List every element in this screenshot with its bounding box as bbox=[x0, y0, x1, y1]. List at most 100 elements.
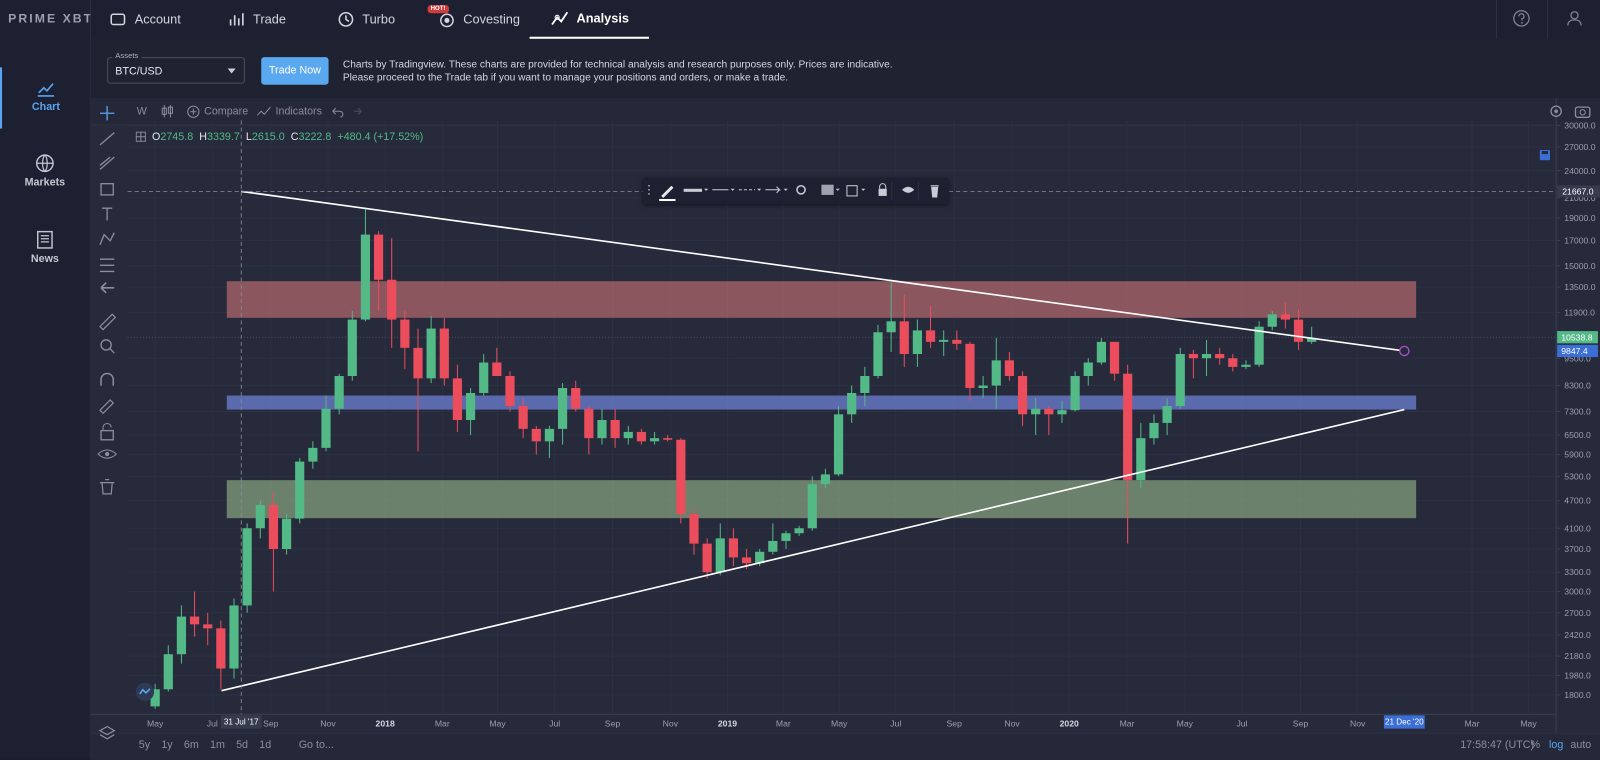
price-label: 9847.4 bbox=[1561, 346, 1588, 356]
candle-body bbox=[636, 431, 647, 442]
asset-select[interactable]: BTC/USD bbox=[107, 57, 245, 84]
range-button[interactable]: 5y bbox=[138, 738, 151, 752]
nav-covesting[interactable]: Covesting bbox=[439, 0, 520, 39]
x-tick-label: May bbox=[489, 719, 506, 729]
candle-body bbox=[1162, 406, 1172, 423]
candle-body bbox=[1149, 422, 1159, 439]
toolbar-right-icons[interactable] bbox=[1548, 103, 1593, 119]
side-label: Markets bbox=[24, 176, 66, 189]
legend-item: L2615.0 bbox=[246, 131, 285, 143]
candle-body bbox=[715, 538, 725, 573]
y-tick-label: 27000.0 bbox=[1564, 142, 1595, 152]
candle-body bbox=[479, 362, 489, 393]
price-label: 10538.8 bbox=[1561, 332, 1592, 342]
candle-body bbox=[833, 414, 844, 475]
cursor-date-box bbox=[1383, 715, 1425, 729]
drawing-toolbar-icons[interactable] bbox=[643, 178, 949, 205]
side-chart[interactable]: Chart bbox=[0, 67, 90, 129]
help-icon[interactable] bbox=[1512, 9, 1530, 27]
x-tick-label: Sep bbox=[1293, 719, 1309, 729]
log-toggle[interactable]: log bbox=[1548, 738, 1564, 752]
candle-body bbox=[347, 319, 357, 377]
percent-toggle[interactable]: % bbox=[1530, 738, 1541, 752]
interval[interactable]: W bbox=[136, 105, 147, 118]
x-tick-label: 2020 bbox=[1060, 719, 1079, 729]
candle-body bbox=[610, 420, 620, 439]
user-icon[interactable] bbox=[1565, 9, 1583, 27]
nav-label: Account bbox=[134, 12, 181, 27]
x-tick-label: Mar bbox=[1120, 719, 1135, 729]
chart-type-icon[interactable] bbox=[160, 104, 174, 118]
candle-body bbox=[400, 319, 410, 348]
candle-body bbox=[163, 654, 173, 690]
disclaimer: Charts by Tradingview. These charts are … bbox=[342, 59, 893, 84]
trend-line bbox=[241, 190, 1405, 352]
range-button[interactable]: 6m bbox=[183, 738, 199, 752]
compare-button[interactable]: Compare bbox=[187, 98, 248, 125]
candle-body bbox=[1293, 319, 1304, 342]
x-tick-label: 2019 bbox=[718, 719, 737, 729]
range-button[interactable]: 1d bbox=[259, 738, 272, 752]
legend-change: +480.4 (+17.52%) bbox=[337, 130, 424, 143]
legend-value: 3222.8 bbox=[298, 130, 332, 143]
side-markets[interactable]: Markets bbox=[0, 153, 90, 189]
candle-body bbox=[229, 605, 239, 669]
candle-body bbox=[755, 551, 765, 564]
y-tick-label: 8300.0 bbox=[1564, 381, 1591, 391]
hot-badge: HOT! bbox=[427, 5, 449, 14]
y-tick-label: 13500.0 bbox=[1564, 282, 1595, 292]
y-tick-label: 4100.0 bbox=[1564, 523, 1591, 533]
nav-turbo[interactable]: Turbo bbox=[338, 0, 395, 39]
cursor-date-label: 21 Dec '20 bbox=[1385, 717, 1424, 726]
y-tick-label: 19000.0 bbox=[1564, 213, 1595, 223]
price-label-box bbox=[1557, 344, 1598, 358]
candle-body bbox=[531, 428, 541, 442]
x-tick-label: Jul bbox=[890, 719, 901, 729]
candle-body bbox=[571, 387, 581, 409]
candle-body bbox=[505, 376, 515, 407]
candle-body bbox=[360, 234, 371, 320]
trade-now-button[interactable]: Trade Now bbox=[261, 57, 329, 85]
candle-body bbox=[1254, 326, 1264, 365]
y-tick-label: 3000.0 bbox=[1564, 587, 1591, 597]
indicators-button[interactable]: Indicators bbox=[257, 98, 322, 125]
candle-body bbox=[1201, 354, 1212, 359]
candle-body bbox=[1228, 358, 1238, 367]
nav-trade[interactable]: Trade bbox=[229, 0, 286, 39]
candle-body bbox=[781, 533, 791, 541]
candle-body bbox=[847, 392, 857, 415]
goto-button[interactable]: Go to... bbox=[298, 738, 334, 752]
logo: PRIME XBT bbox=[8, 11, 94, 26]
candle-body bbox=[1031, 408, 1041, 415]
side-news[interactable]: News bbox=[0, 230, 90, 265]
candle-body bbox=[1109, 341, 1120, 374]
range-button[interactable]: 1y bbox=[161, 738, 173, 752]
line-handle bbox=[1399, 345, 1410, 357]
drawing-tools[interactable] bbox=[94, 102, 121, 755]
ohlc-legend: O2745.8 H3339.7 L2615.0 C3222.8 +480.4 (+17.… bbox=[135, 130, 424, 143]
y-tick-label: 30000.0 bbox=[1564, 121, 1595, 131]
range-button[interactable]: 5d bbox=[236, 738, 249, 752]
candle-body bbox=[426, 328, 436, 379]
candle-body bbox=[557, 387, 568, 429]
indicators-label: Indicators bbox=[275, 105, 322, 118]
nav-analysis[interactable]: Analysis bbox=[529, 0, 650, 39]
chart-footer bbox=[90, 732, 1600, 760]
range-button[interactable]: 1m bbox=[209, 738, 225, 752]
nav-account[interactable]: Account bbox=[110, 0, 181, 39]
chart-panel bbox=[90, 97, 1600, 760]
candle-body bbox=[676, 439, 686, 514]
candle-body bbox=[492, 362, 502, 377]
nav-label: Analysis bbox=[576, 11, 630, 26]
legend-value: 2745.8 bbox=[160, 130, 194, 143]
undo-redo[interactable] bbox=[330, 105, 365, 118]
auto-toggle[interactable]: auto bbox=[1570, 738, 1592, 752]
legend-key: C bbox=[290, 130, 299, 143]
candle-body bbox=[978, 385, 988, 388]
candle-body bbox=[1215, 354, 1225, 359]
candle-body bbox=[886, 321, 896, 333]
candle-body bbox=[373, 234, 384, 280]
y-tick-label: 4700.0 bbox=[1564, 496, 1591, 506]
save-icon[interactable] bbox=[1539, 149, 1551, 161]
drawing-toolbar bbox=[642, 177, 949, 205]
